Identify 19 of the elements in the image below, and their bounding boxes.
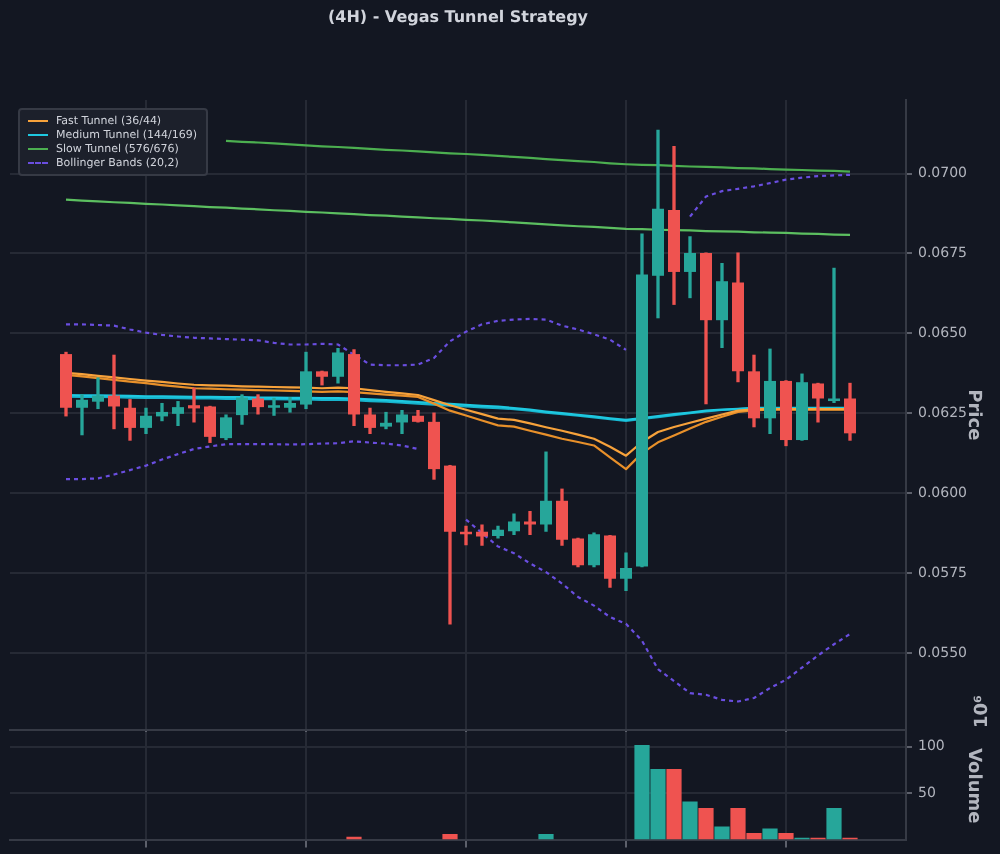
candlestick [108,354,120,430]
bar [714,826,730,840]
candlestick [268,397,280,416]
bar [778,833,794,840]
candlestick [92,377,104,410]
candlestick [476,524,488,546]
bar [442,834,458,840]
text: 10⁶ [972,694,993,728]
bar [762,828,778,840]
bar [666,769,682,840]
bar [698,808,714,840]
candlestick [188,387,200,423]
y-axis-title: Volume [962,748,983,824]
bar [826,808,842,840]
candlestick [380,411,392,430]
candlestick [76,394,88,436]
chart-title: (4H) - Vegas Tunnel Strategy [325,8,591,26]
bar [682,801,698,840]
bar [538,834,554,840]
